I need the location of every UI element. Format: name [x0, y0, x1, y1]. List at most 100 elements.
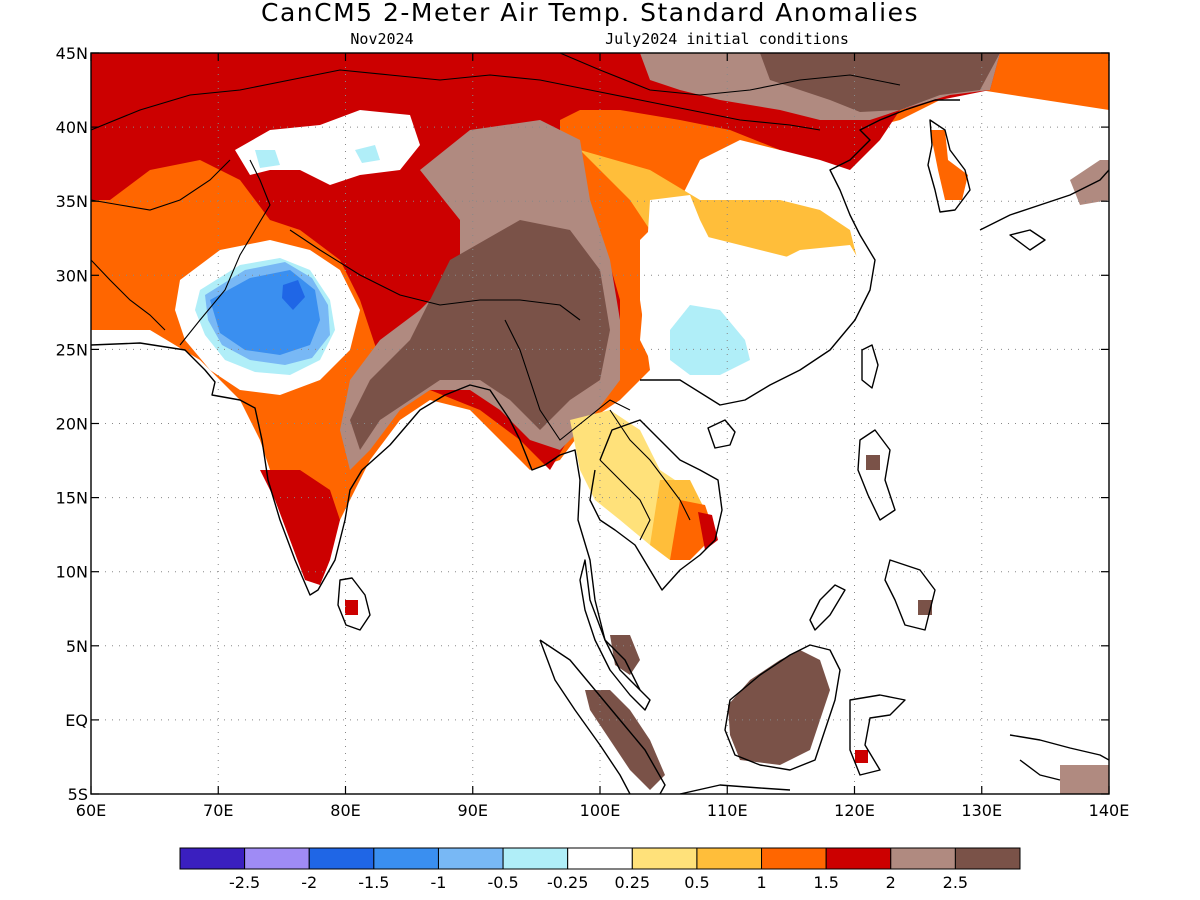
anomaly-area-cool-2	[282, 280, 305, 310]
x-tick-label: 70E	[203, 801, 233, 820]
border-mongolia	[559, 53, 901, 96]
colorbar-label: -2	[301, 873, 317, 892]
anomaly-area-ceylon	[345, 600, 358, 615]
colorbar-swatch	[631, 847, 698, 870]
axes: 60E 70E 80E 90E 100E 110E 120E 130E 140E 5S EQ 5N 10…	[56, 44, 1130, 820]
colorbar-swatch	[567, 847, 633, 870]
y-tick-label: 5S	[68, 785, 88, 804]
coast-sulawesi	[849, 694, 906, 776]
border-iran	[91, 259, 166, 331]
colorbar-label: -1	[430, 873, 446, 892]
coast-india	[91, 342, 641, 691]
y-tick-label: 25N	[56, 340, 88, 359]
anomaly-area-1-ne	[580, 150, 860, 270]
x-tick-label: 130E	[961, 801, 1002, 820]
coast-palawan	[809, 584, 846, 631]
y-tick-label: 30N	[56, 266, 88, 285]
anomaly-area-karakoram-05b	[355, 145, 380, 163]
anomaly-area-indochina-2	[698, 512, 718, 550]
colorbar-label: 0.25	[614, 873, 650, 892]
coast-china	[640, 99, 960, 406]
figure-title: CanCM5 2-Meter Air Temp. Standard Anomal…	[261, 0, 919, 27]
border-pakistan-india	[179, 159, 271, 346]
colorbar-swatch	[308, 847, 375, 870]
coast-sumatra	[539, 639, 666, 794]
coast-taiwan	[861, 344, 879, 389]
coast-korea	[927, 119, 971, 213]
colorbar-label: -1.5	[358, 873, 389, 892]
anomaly-area-sumatra	[585, 690, 665, 790]
border-afghan	[91, 159, 231, 211]
y-tick-label: 20N	[56, 415, 88, 434]
x-tick-label: 80E	[330, 801, 360, 820]
colorbar-swatch	[179, 847, 246, 870]
x-tick-label: 100E	[580, 801, 621, 820]
coast-java	[679, 784, 791, 794]
colorbar: -2.5 -2 -1.5 -1 -0.5 -0.25 0.25 0.5 1 1.5 2 2.5	[179, 847, 1021, 892]
y-tick-label: EQ	[65, 711, 88, 730]
anomaly-area-korea	[930, 130, 968, 200]
coast-mindanao	[884, 559, 936, 631]
border-thailand	[599, 459, 651, 541]
coastlines	[91, 99, 1109, 794]
y-tick-label: 5N	[66, 637, 88, 656]
anomaly-area-borneo	[728, 650, 830, 765]
colorbar-swatch	[761, 847, 827, 870]
y-tick-label: 35N	[56, 192, 88, 211]
anomaly-area-sulawesi	[855, 750, 868, 763]
coast-borneo	[724, 644, 841, 771]
coast-malaya	[579, 559, 651, 711]
colorbar-label: -0.5	[487, 873, 518, 892]
colorbar-swatch	[437, 847, 504, 870]
anomaly-area-china-025	[670, 305, 750, 375]
colorbar-label: 0.5	[684, 873, 709, 892]
colorbar-swatch	[890, 847, 956, 870]
x-tick-label: 60E	[76, 801, 106, 820]
border-laos-vietnam	[609, 409, 691, 521]
colorbar-swatch	[825, 847, 892, 870]
border-myanmar	[504, 319, 631, 441]
x-tick-label: 120E	[834, 801, 875, 820]
x-tick-label: 110E	[707, 801, 748, 820]
coast-luzon	[857, 429, 896, 521]
colorbar-label: 2.5	[943, 873, 968, 892]
y-tick-label: 10N	[56, 563, 88, 582]
colorbar-label: 1.5	[813, 873, 838, 892]
anomaly-area-japan	[1070, 160, 1109, 205]
map-panel	[91, 53, 1109, 794]
coast-ceylon	[337, 577, 371, 631]
colorbar-swatch	[373, 847, 439, 870]
colorbar-label: -0.25	[547, 873, 588, 892]
country-borders	[91, 53, 901, 541]
anomaly-area-karakoram-white	[235, 110, 420, 185]
coast-newguinea	[1009, 734, 1109, 781]
anomaly-area-philippines-2	[918, 600, 932, 615]
anomaly-area-dark-north	[760, 53, 1000, 112]
anomaly-area-2-india	[260, 470, 340, 585]
anomaly-area-philippines	[866, 455, 880, 470]
anomaly-area-newguinea	[1060, 765, 1109, 794]
colorbar-swatch	[502, 847, 569, 870]
colorbar-swatch	[954, 847, 1021, 870]
coast-hainan	[707, 419, 736, 449]
anomaly-shading	[91, 53, 1109, 794]
y-tick-label: 15N	[56, 489, 88, 508]
init-conditions-label: July2024 initial conditions	[605, 30, 849, 48]
border-central-asia	[91, 69, 821, 131]
y-tick-label: 45N	[56, 44, 88, 63]
anomaly-area-karakoram-05	[255, 150, 280, 168]
x-tick-label: 90E	[458, 801, 488, 820]
border-himalaya	[289, 229, 581, 321]
colorbar-swatch	[696, 847, 763, 870]
colorbar-label: 2	[886, 873, 896, 892]
valid-month-label: Nov2024	[350, 30, 413, 48]
anomaly-area-gt-3-tibet	[350, 220, 610, 450]
coast-indochina	[589, 419, 723, 591]
colorbar-label: 1	[756, 873, 766, 892]
colorbar-label: -2.5	[229, 873, 260, 892]
y-tick-label: 40N	[56, 118, 88, 137]
x-tick-label: 140E	[1089, 801, 1130, 820]
coast-japan	[979, 169, 1109, 251]
colorbar-swatch	[244, 847, 310, 870]
